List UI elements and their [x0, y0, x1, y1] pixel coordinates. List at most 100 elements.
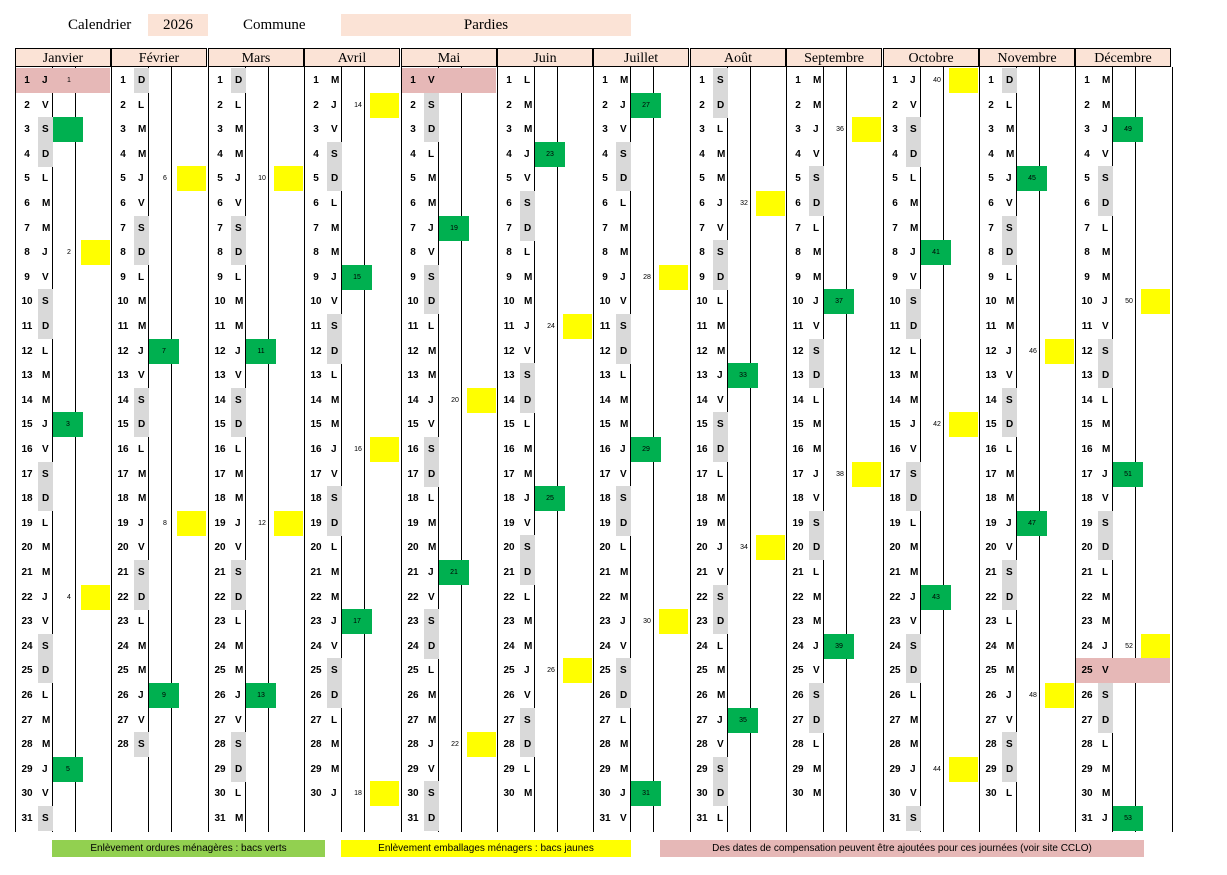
day-letter: J — [42, 419, 48, 430]
yellow-bin-day — [852, 117, 881, 142]
day-letter: J — [813, 641, 819, 652]
day-number: 19 — [889, 518, 901, 529]
day-number: 25 — [214, 665, 226, 676]
week-number: 46 — [1029, 348, 1037, 355]
day-number: 29 — [503, 764, 515, 775]
green-bin-day: 33 — [728, 363, 758, 388]
day-letter: M — [235, 665, 244, 676]
month-header-10: Octobre — [883, 48, 979, 67]
day-number: 30 — [985, 788, 997, 799]
day-letter: S — [713, 412, 728, 437]
day-number: 8 — [24, 247, 30, 258]
day-number: 13 — [1081, 370, 1093, 381]
day-number: 16 — [889, 444, 901, 455]
day-letter: M — [1102, 75, 1111, 86]
day-number: 12 — [889, 346, 901, 357]
day-letter: M — [428, 542, 437, 553]
day-number: 27 — [599, 715, 611, 726]
month-header-9: Septembre — [786, 48, 882, 67]
holiday-band — [439, 68, 496, 93]
day-number: 6 — [892, 198, 898, 209]
day-letter: M — [138, 641, 147, 652]
day-letter: D — [231, 412, 246, 437]
day-number: 7 — [506, 223, 512, 234]
day-letter: L — [813, 567, 820, 578]
day-number: 4 — [892, 149, 898, 160]
day-letter: S — [424, 265, 439, 290]
green-bin-day: 47 — [1017, 511, 1047, 536]
day-number: 19 — [503, 518, 515, 529]
day-letter: M — [428, 690, 437, 701]
month-header-1: Janvier — [15, 48, 111, 67]
column-divider — [593, 67, 594, 832]
day-letter: V — [813, 665, 820, 676]
yellow-bin-day — [659, 609, 688, 634]
day-letter: J — [910, 75, 916, 86]
week-number: 50 — [1125, 298, 1133, 305]
day-letter: L — [717, 469, 724, 480]
day-letter: S — [134, 560, 149, 585]
day-letter: M — [428, 173, 437, 184]
day-number: 26 — [599, 690, 611, 701]
day-letter: L — [524, 75, 531, 86]
day-number: 17 — [985, 469, 997, 480]
day-number: 19 — [407, 518, 419, 529]
day-letter: V — [235, 198, 242, 209]
day-number: 27 — [407, 715, 419, 726]
day-number: 4 — [795, 149, 801, 160]
day-number: 17 — [889, 469, 901, 480]
day-number: 25 — [985, 665, 997, 676]
column-divider — [245, 67, 246, 832]
day-letter: M — [910, 739, 919, 750]
day-number: 10 — [696, 296, 708, 307]
day-number: 7 — [24, 223, 30, 234]
day-number: 8 — [602, 247, 608, 258]
day-number: 5 — [795, 173, 801, 184]
day-number: 30 — [503, 788, 515, 799]
day-number: 11 — [407, 321, 419, 332]
holiday-band — [53, 68, 110, 93]
day-letter: M — [910, 395, 919, 406]
day-number: 9 — [602, 272, 608, 283]
day-letter: D — [1098, 363, 1113, 388]
day-number: 18 — [310, 493, 322, 504]
day-letter: M — [717, 173, 726, 184]
day-letter: L — [717, 813, 724, 824]
day-number: 15 — [1081, 419, 1093, 430]
day-letter: D — [520, 732, 535, 757]
day-number: 7 — [1084, 223, 1090, 234]
green-bin-day: 31 — [631, 781, 661, 806]
day-letter: V — [524, 690, 531, 701]
day-letter: V — [138, 198, 145, 209]
day-number: 31 — [21, 813, 33, 824]
day-letter: S — [424, 609, 439, 634]
day-number: 5 — [892, 173, 898, 184]
green-bin-day: 43 — [921, 585, 951, 610]
day-letter: M — [1006, 149, 1015, 160]
day-number: 4 — [506, 149, 512, 160]
day-number: 18 — [21, 493, 33, 504]
day-number: 19 — [599, 518, 611, 529]
day-number: 12 — [599, 346, 611, 357]
day-letter: J — [138, 518, 144, 529]
day-letter: D — [1002, 757, 1017, 782]
commune-label: Commune — [243, 17, 306, 33]
day-number: 14 — [503, 395, 515, 406]
green-bin-day: 37 — [824, 289, 854, 314]
day-letter: L — [1006, 272, 1013, 283]
day-number: 20 — [599, 542, 611, 553]
day-number: 22 — [1081, 592, 1093, 603]
day-letter: M — [1006, 493, 1015, 504]
day-letter: J — [38, 68, 53, 93]
day-number: 24 — [407, 641, 419, 652]
day-number: 30 — [792, 788, 804, 799]
yellow-bin-day — [949, 757, 978, 782]
day-number: 3 — [120, 124, 126, 135]
day-number: 18 — [117, 493, 129, 504]
day-number: 23 — [1081, 616, 1093, 627]
yellow-bin-day — [1045, 683, 1074, 708]
day-letter: M — [138, 493, 147, 504]
day-number: 12 — [792, 346, 804, 357]
green-bin-day: 23 — [535, 142, 565, 167]
day-number: 1 — [1084, 75, 1090, 86]
